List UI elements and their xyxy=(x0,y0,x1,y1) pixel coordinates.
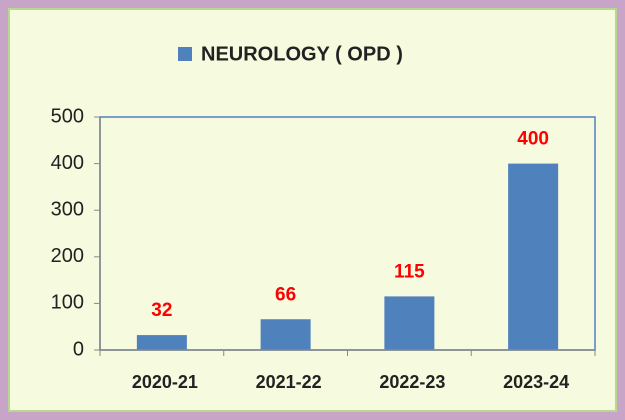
y-tick-label: 500 xyxy=(51,105,84,127)
legend-label: NEUROLOGY ( OPD ) xyxy=(201,43,403,65)
legend-swatch xyxy=(178,47,192,61)
bar xyxy=(384,296,435,350)
bar xyxy=(508,163,559,350)
data-label: 66 xyxy=(275,284,296,305)
bar xyxy=(136,335,187,350)
x-tick-label: 2021-22 xyxy=(256,372,322,392)
data-label: 32 xyxy=(151,300,172,321)
y-tick-label: 100 xyxy=(51,292,84,314)
x-tick-label: 2020-21 xyxy=(132,372,198,392)
y-tick-label: 0 xyxy=(73,338,84,360)
y-tick-label: 300 xyxy=(51,198,84,220)
y-tick-label: 200 xyxy=(51,245,84,267)
x-tick-label: 2022-23 xyxy=(379,372,445,392)
data-label: 115 xyxy=(394,261,425,282)
data-label: 400 xyxy=(517,129,549,150)
y-tick-label: 400 xyxy=(51,152,84,174)
bar xyxy=(260,319,311,350)
x-tick-label: 2023-24 xyxy=(503,372,569,392)
